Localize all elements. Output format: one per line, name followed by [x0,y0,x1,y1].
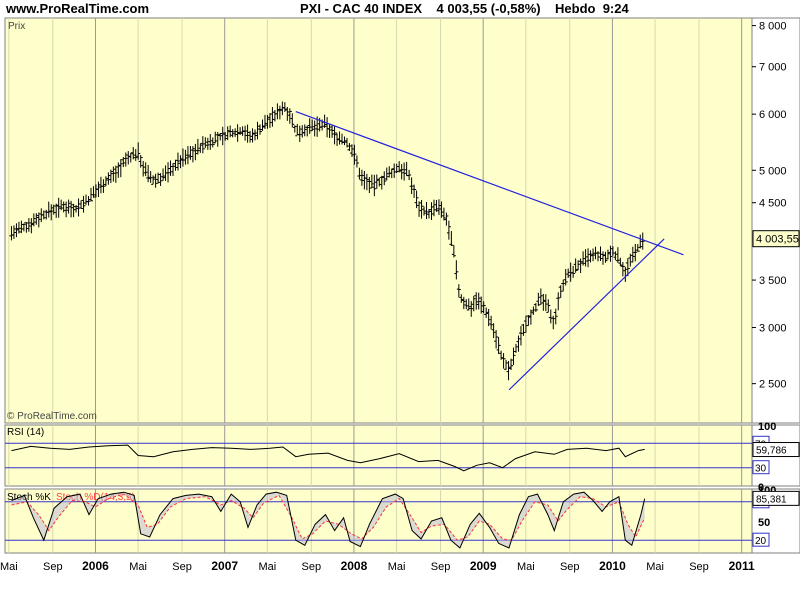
price-axis [751,17,800,424]
last-price-label: 4 003,55 [756,234,799,246]
x-tick-label: Mai [646,561,664,573]
site-name[interactable]: www.ProRealTime.com [6,1,150,16]
y-tick-label: 3 500 [759,275,787,287]
rsi-level-box [752,460,770,475]
stoch-k-label: Stoch %K [7,492,51,503]
stoch-d-label: Stoch %D(14,3,5) [56,492,135,503]
x-tick-label: Sep [560,561,580,573]
stoch-level-label: 20 [755,536,767,547]
x-tick-label: 2009 [470,559,497,573]
rsi-y-tick-label: 100 [758,421,776,433]
rsi-line [11,444,645,472]
y-tick-label: 4 500 [759,198,787,210]
x-tick-label: Sep [172,561,192,573]
x-tick-label: Sep [689,561,709,573]
x-tick-label: 2011 [729,559,755,573]
stoch-last-box [752,490,800,506]
x-tick-label: Mai [388,561,406,573]
x-tick-label: 2008 [341,559,368,573]
y-tick-label: 8 000 [759,21,787,33]
price-panel [4,17,753,424]
trendline-resistance[interactable] [295,111,684,256]
y-tick-label: 6 000 [759,109,787,121]
chart-header: www.ProRealTime.com PXI - CAC 40 INDEX 4… [0,0,800,18]
stoch-d-line [11,493,646,541]
y-tick-label: 7 000 [759,62,787,74]
x-tick-label: Sep [431,561,451,573]
last-price-box [752,230,800,248]
watermark: © ProRealTime.com [7,411,97,422]
y-tick-label: 5 000 [759,165,787,177]
x-tick-label: 2006 [82,559,109,573]
y-tick-label: 3 000 [759,323,787,335]
rsi-y-tick-label: 0 [758,482,764,494]
stoch-level-box [752,532,770,547]
y-tick-label: 2 500 [759,379,787,391]
chart-title: PXI - CAC 40 INDEX 4 003,55 (-0,58%) Heb… [300,1,629,16]
x-tick-label: Mai [258,561,276,573]
rsi-panel-label: RSI (14) [7,427,44,438]
x-tick-label: Mai [129,561,147,573]
rsi-level-label: 30 [755,464,767,475]
x-tick-label: Mai [517,561,535,573]
stoch-y-tick-label: 50 [758,517,770,529]
stoch-k-line [11,491,646,549]
rsi-last-box [752,442,800,458]
x-tick-label: Mai [0,561,18,573]
x-tick-label: 2010 [599,559,626,573]
stoch-last-label: 85,381 [756,494,787,505]
trendline-support[interactable] [508,238,665,391]
rsi-panel [4,424,753,487]
x-tick-label: Sep [302,561,322,573]
rsi-last-label: 59,786 [756,446,787,457]
price-panel-label: Prix [8,21,25,32]
price-bars [9,101,645,381]
x-tick-label: Sep [43,561,63,573]
x-tick-label: 2007 [211,559,238,573]
